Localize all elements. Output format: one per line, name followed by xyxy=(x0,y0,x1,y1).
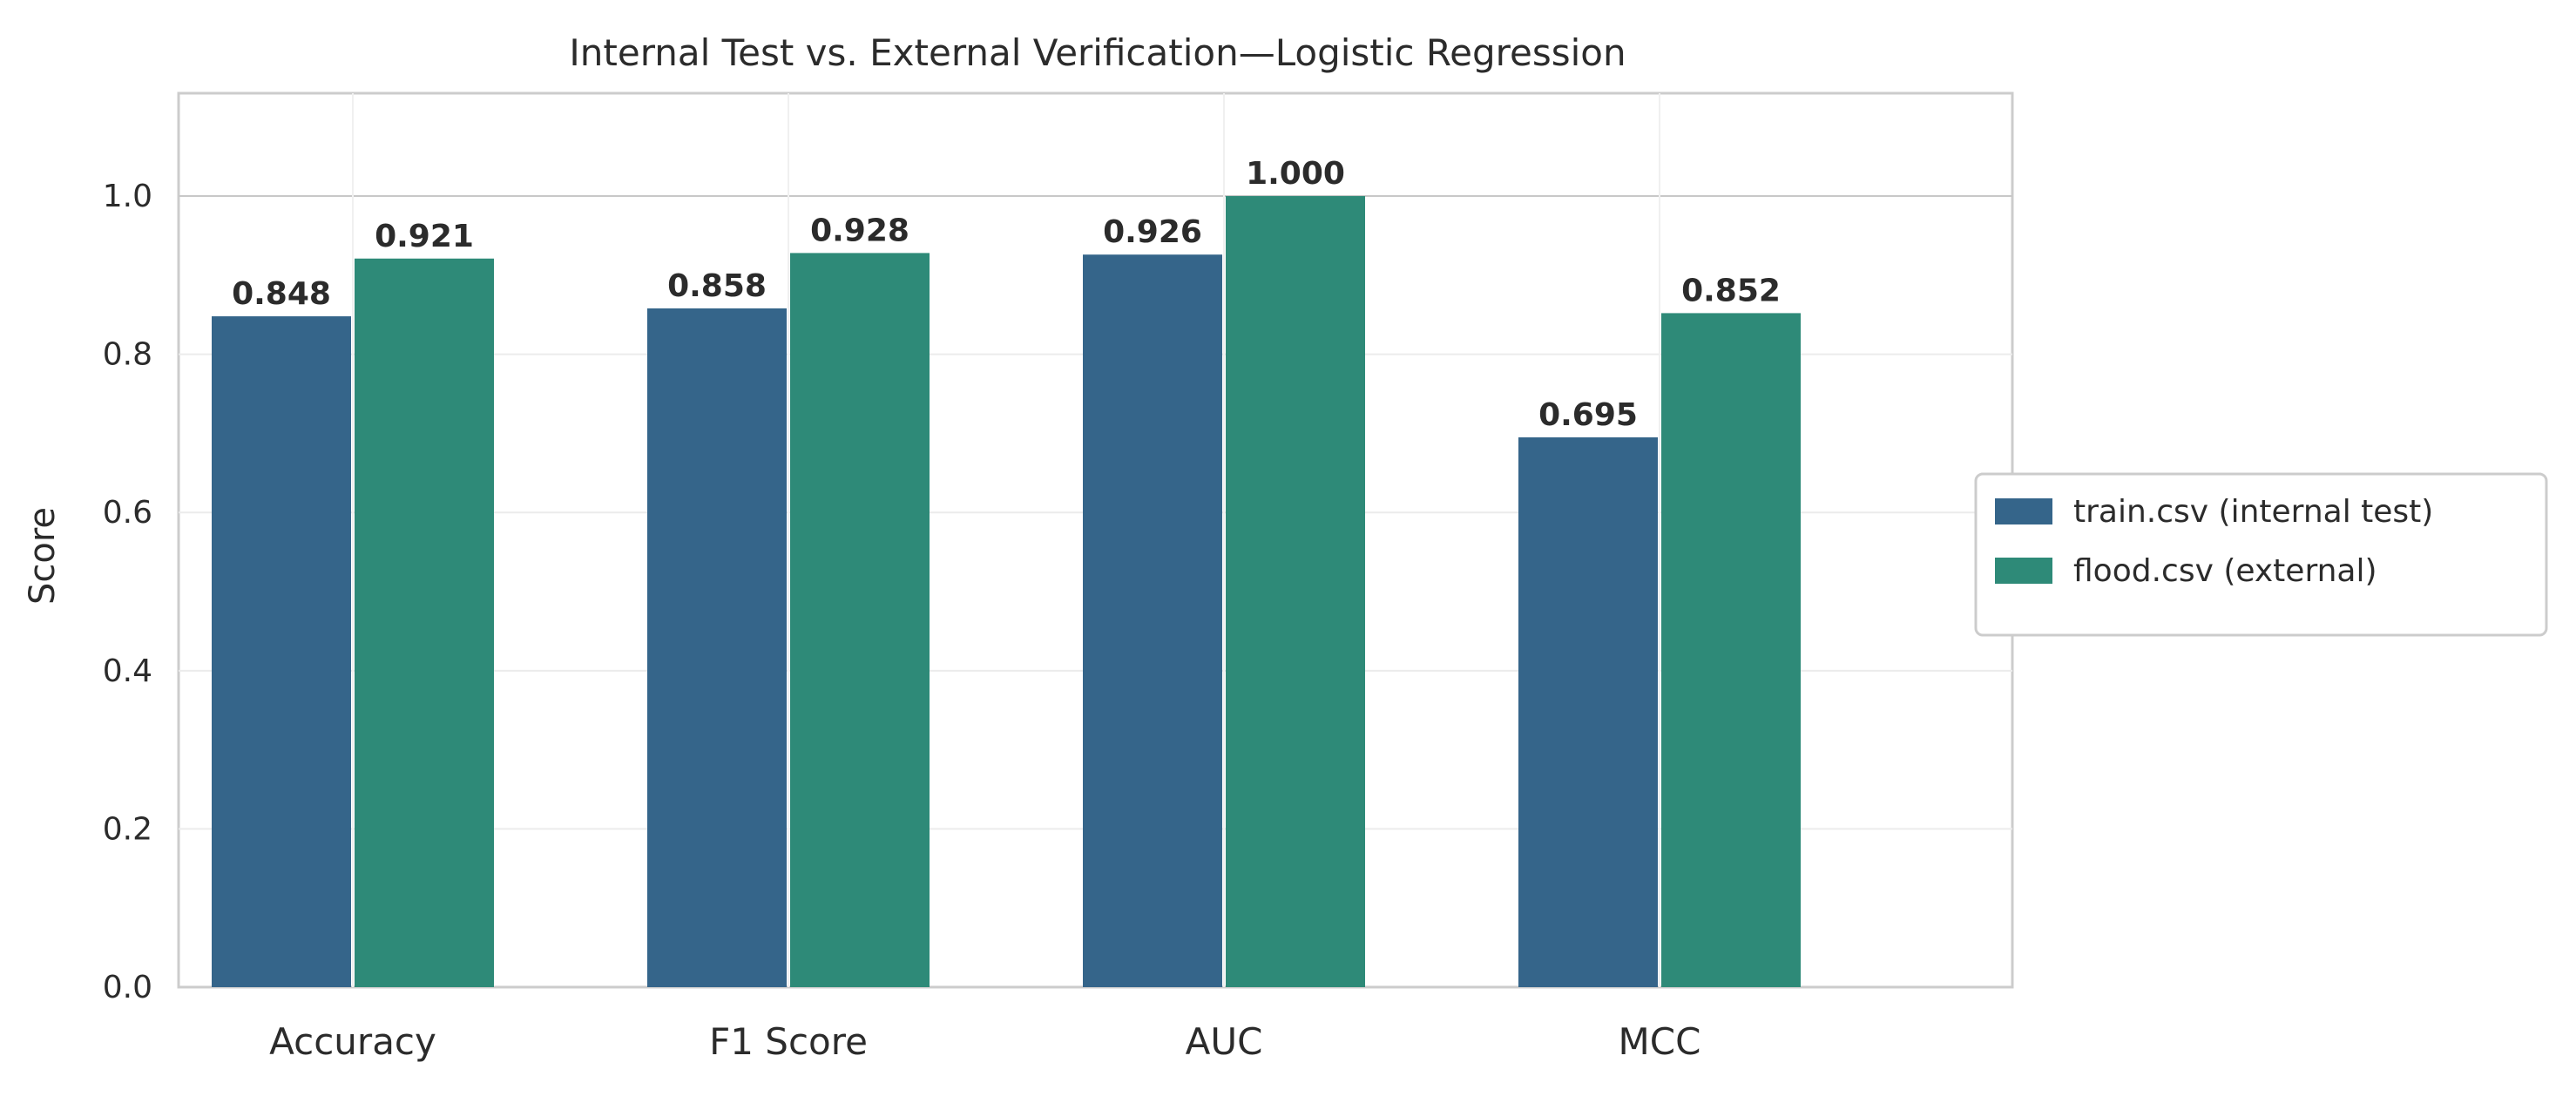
y-tick-label-4: 0.8 xyxy=(103,337,152,373)
value-label-1-0: 0.921 xyxy=(375,219,474,254)
x-tick-label-3: MCC xyxy=(1619,1020,1701,1063)
x-tick-label-1: F1 Score xyxy=(709,1020,868,1063)
value-label-0-1: 0.858 xyxy=(667,268,767,304)
bar-0-0 xyxy=(212,316,351,987)
legend-swatch-flood xyxy=(1995,558,2052,584)
value-label-1-3: 0.852 xyxy=(1681,273,1781,308)
legend-label-flood: flood.csv (external) xyxy=(2073,553,2377,589)
y-tick-label-0: 0.0 xyxy=(103,970,152,1005)
y-tick-label-1: 0.2 xyxy=(103,811,152,847)
y-axis-label: Score xyxy=(23,507,63,605)
y-tick-label-5: 1.0 xyxy=(103,179,152,214)
x-tick-label-0: Accuracy xyxy=(269,1020,436,1063)
bars xyxy=(212,196,1801,988)
bar-1-2 xyxy=(1226,196,1365,987)
value-label-1-1: 0.928 xyxy=(810,213,909,248)
bar-0-2 xyxy=(1083,254,1222,987)
value-labels: 0.848 0.858 0.926 0.695 0.921 0.928 1.000 0.852 xyxy=(232,156,1781,433)
legend-box xyxy=(1974,472,2548,637)
legend-swatch-train xyxy=(1995,498,2052,524)
value-label-0-2: 0.926 xyxy=(1103,214,1202,250)
y-tick-label-2: 0.4 xyxy=(103,653,152,689)
bar-0-3 xyxy=(1518,436,1658,987)
chart-title: Internal Test vs. External Verification—… xyxy=(569,31,1626,74)
bar-1-3 xyxy=(1661,313,1801,987)
bar-1-1 xyxy=(790,253,930,988)
value-label-1-2: 1.000 xyxy=(1246,156,1345,192)
bar-0-1 xyxy=(647,308,787,987)
legend-label-train: train.csv (internal test) xyxy=(2073,494,2433,530)
y-tick-label-3: 0.6 xyxy=(103,495,152,531)
x-axis-ticks: Accuracy F1 Score AUC MCC xyxy=(269,1020,1700,1063)
legend: train.csv (internal test) flood.csv (ext… xyxy=(1974,472,2548,637)
bar-1-0 xyxy=(355,258,494,987)
x-tick-label-2: AUC xyxy=(1186,1020,1263,1063)
y-axis-ticks: 0.0 0.2 0.4 0.6 0.8 1.0 xyxy=(103,179,152,1005)
value-label-0-0: 0.848 xyxy=(232,276,331,312)
value-label-0-3: 0.695 xyxy=(1538,397,1638,433)
